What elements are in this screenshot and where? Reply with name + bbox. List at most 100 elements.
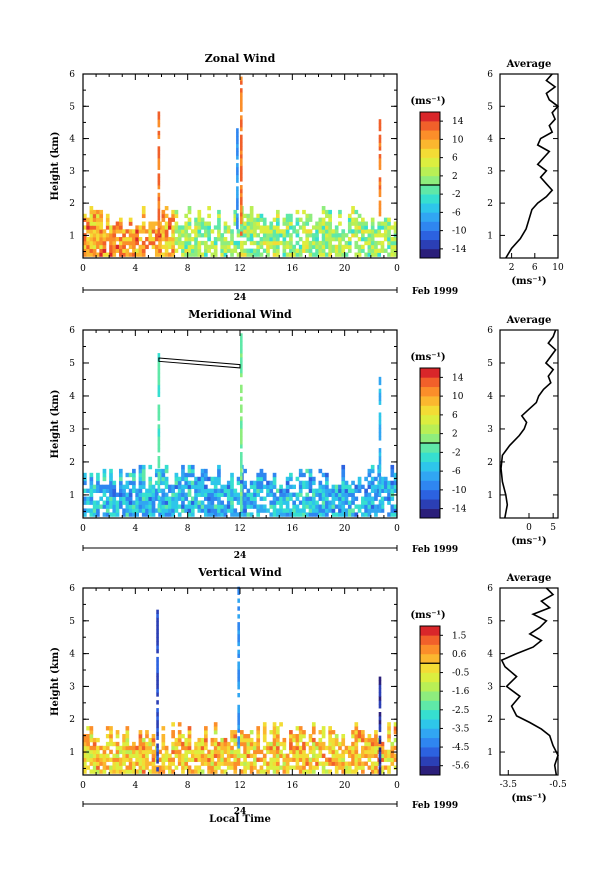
heatmap-cell bbox=[184, 741, 189, 747]
heatmap-cell bbox=[197, 240, 202, 246]
heatmap-cell bbox=[272, 749, 277, 755]
heatmap-cell bbox=[243, 240, 247, 246]
heatmap-cell bbox=[318, 221, 323, 226]
heatmap-cell bbox=[168, 237, 172, 242]
heatmap-cell bbox=[138, 244, 143, 250]
heatmap-cell bbox=[341, 757, 346, 762]
heatmap-cell bbox=[295, 512, 300, 517]
heatmap-column-cell bbox=[237, 598, 240, 603]
heatmap-cell bbox=[112, 480, 117, 486]
heatmap-cell bbox=[200, 769, 205, 774]
heatmap-column-cell bbox=[157, 388, 161, 394]
heatmap-column-cell bbox=[156, 664, 159, 670]
heatmap-cell bbox=[161, 488, 166, 494]
colorbar-swatch bbox=[420, 691, 440, 701]
heatmap-cell bbox=[387, 726, 391, 731]
heatmap-cell bbox=[383, 753, 388, 759]
heatmap-cell bbox=[105, 217, 110, 222]
heatmap-cell bbox=[321, 761, 326, 766]
heatmap-cell bbox=[161, 504, 166, 509]
heatmap-cell bbox=[125, 237, 130, 242]
heatmap-cell bbox=[246, 753, 251, 759]
heatmap-cell bbox=[285, 233, 290, 238]
colorbar-swatch bbox=[420, 377, 440, 388]
heatmap-cell bbox=[272, 500, 277, 505]
heatmap-cell bbox=[341, 769, 346, 774]
heatmap-cell bbox=[243, 749, 247, 755]
heatmap-cell bbox=[275, 213, 280, 219]
heatmap-column-cell bbox=[237, 685, 240, 690]
heatmap-cell bbox=[308, 252, 313, 257]
heatmap-column-cell bbox=[157, 150, 161, 155]
heatmap-cell bbox=[230, 484, 234, 490]
heatmap-cell bbox=[256, 726, 261, 731]
heatmap-cell bbox=[292, 484, 297, 490]
heatmap-cell bbox=[96, 737, 100, 743]
heatmap-cell bbox=[220, 237, 225, 242]
profile-panel bbox=[499, 73, 560, 259]
heatmap-cell bbox=[132, 472, 136, 478]
heatmap-cell bbox=[331, 753, 336, 759]
heatmap-cell bbox=[99, 237, 104, 242]
heatmap-cell bbox=[370, 765, 375, 770]
heatmap-column-cell bbox=[240, 495, 243, 500]
heatmap-cell bbox=[374, 761, 378, 766]
heatmap-cell bbox=[197, 480, 202, 486]
heatmap-cell bbox=[308, 733, 313, 739]
heatmap-cell bbox=[262, 761, 267, 766]
heatmap-column-cell bbox=[240, 337, 243, 342]
heatmap-cell bbox=[393, 488, 398, 494]
heatmap-cell bbox=[374, 512, 378, 517]
colorbar-tick-label: -2 bbox=[452, 448, 461, 458]
heatmap-cell bbox=[197, 209, 202, 215]
heatmap-cell bbox=[302, 761, 306, 766]
heatmap-cell bbox=[118, 488, 123, 494]
heatmap-column-cell bbox=[236, 186, 239, 191]
heatmap-cell bbox=[361, 496, 365, 501]
colorbar-swatch bbox=[420, 368, 440, 378]
heatmap-column-cell bbox=[157, 368, 161, 374]
heatmap-cell bbox=[240, 244, 244, 250]
heatmap-cell bbox=[174, 484, 179, 490]
heatmap-cell bbox=[171, 252, 175, 257]
profile-title: Average bbox=[506, 573, 552, 584]
heatmap-cell bbox=[298, 733, 303, 739]
heatmap-cell bbox=[207, 248, 211, 253]
heatmap-cell bbox=[230, 237, 234, 242]
heatmap-column-cell bbox=[237, 661, 240, 666]
heatmap-cell bbox=[308, 468, 313, 474]
heatmap-cell bbox=[305, 217, 310, 222]
heatmap-column-cell bbox=[240, 123, 243, 128]
heatmap-cell bbox=[135, 745, 140, 751]
heatmap-cell bbox=[102, 252, 107, 257]
heatmap-column-cell bbox=[236, 163, 239, 168]
heatmap-cell bbox=[269, 500, 274, 505]
heatmap-cell bbox=[128, 500, 133, 505]
heatmap-cell bbox=[256, 512, 261, 517]
y-tick-label: 4 bbox=[69, 135, 75, 145]
heatmap-cell bbox=[289, 472, 293, 478]
heatmap-cell bbox=[217, 761, 221, 766]
heatmap-cell bbox=[311, 237, 316, 242]
heatmap-cell bbox=[318, 225, 323, 230]
heatmap-cell bbox=[204, 229, 208, 234]
heatmap-cell bbox=[181, 476, 185, 482]
heatmap-cell bbox=[210, 757, 215, 762]
heatmap-cell bbox=[370, 233, 375, 238]
x-tick-label: 16 bbox=[287, 524, 299, 534]
heatmap-cell bbox=[325, 757, 329, 762]
heatmap-cell bbox=[240, 761, 244, 766]
heatmap-cell bbox=[168, 761, 172, 766]
heatmap-cell bbox=[168, 240, 172, 246]
heatmap-column-cell bbox=[237, 677, 240, 682]
heatmap-cell bbox=[164, 757, 169, 762]
heatmap-cell bbox=[285, 240, 290, 246]
heatmap-cell bbox=[315, 244, 319, 250]
profile-x-label: (ms⁻¹) bbox=[511, 793, 546, 804]
heatmap-cell bbox=[210, 244, 215, 250]
heatmap-cell bbox=[341, 761, 346, 766]
heatmap-cell bbox=[357, 761, 362, 766]
heatmap-cell bbox=[151, 765, 156, 770]
heatmap-cell bbox=[262, 737, 267, 743]
heatmap-column-cell bbox=[378, 727, 382, 733]
